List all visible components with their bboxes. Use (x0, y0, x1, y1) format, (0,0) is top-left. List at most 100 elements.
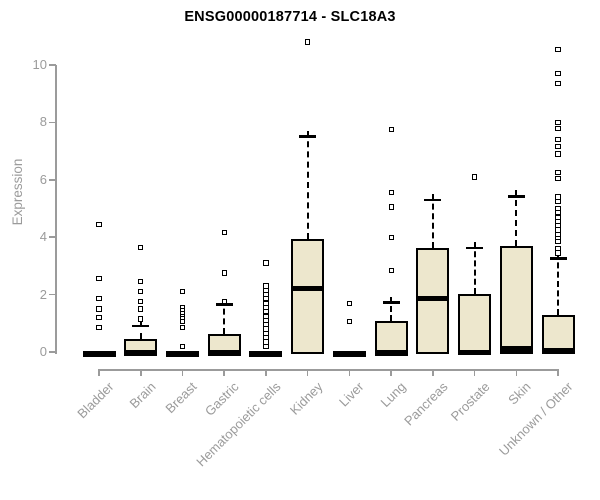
outlier-point-bladder (96, 296, 102, 302)
outlier-point-unknown-other (555, 137, 561, 143)
median-line-prostate (458, 349, 492, 356)
x-tick (515, 370, 518, 376)
y-axis-label: Expression (10, 158, 25, 226)
outlier-point-unknown-other (555, 46, 561, 52)
upper-whisker-gastric (223, 298, 226, 334)
outlier-point-brain (138, 244, 144, 250)
outlier-point-hematopoietic-cells (263, 343, 269, 349)
median-line-skin (499, 346, 533, 352)
outlier-point-unknown-other (555, 144, 561, 150)
outlier-point-unknown-other (555, 125, 561, 131)
outlier-point-brain (138, 289, 144, 295)
outlier-point-unknown-other (555, 170, 561, 176)
outlier-point-brain (138, 306, 144, 312)
x-tick (432, 370, 434, 376)
outlier-point-lung (388, 190, 394, 196)
x-tick (265, 370, 267, 376)
x-tick-label-unknown-other: Unknown / Other (496, 379, 576, 459)
x-tick (223, 370, 225, 376)
x-tick-label-lung: Lung (377, 379, 409, 411)
whisker-cap-gastric (215, 303, 233, 306)
outlier-point-bladder (96, 276, 102, 282)
outlier-point-lung (388, 204, 394, 210)
median-line-gastric (207, 350, 241, 356)
outlier-point-lung (388, 267, 394, 273)
box-kidney (291, 238, 325, 354)
x-tick (390, 370, 392, 376)
box-unknown-other (541, 315, 575, 354)
y-tick (48, 351, 56, 353)
y-tick-label: 2 (39, 286, 47, 302)
outlier-point-unknown-other (555, 238, 561, 245)
x-tick-label-skin: Skin (505, 379, 534, 408)
outlier-point-breast (179, 343, 186, 349)
outlier-point-bladder (96, 314, 102, 321)
median-line-liver (332, 351, 366, 357)
x-axis-line (98, 369, 560, 371)
outlier-point-bladder (96, 306, 102, 312)
y-tick (48, 121, 56, 124)
outlier-point-bladder (96, 221, 102, 227)
x-tick (181, 370, 184, 376)
outlier-point-brain (138, 279, 144, 285)
upper-whisker-unknown-other (557, 252, 560, 316)
x-tick-label-brain: Brain (126, 379, 159, 412)
x-tick (139, 370, 142, 376)
median-line-unknown-other (541, 348, 575, 354)
x-tick (557, 370, 559, 376)
whisker-cap-kidney (299, 135, 317, 139)
whisker-cap-brain (132, 324, 150, 328)
upper-whisker-pancreas (431, 193, 434, 249)
x-tick (306, 370, 309, 376)
outlier-point-breast (179, 319, 186, 325)
x-tick-label-breast: Breast (162, 379, 201, 417)
x-tick-label-gastric: Gastric (202, 379, 242, 419)
median-line-bladder (82, 351, 116, 357)
y-tick-label: 6 (39, 171, 47, 187)
outlier-point-bladder (96, 325, 102, 331)
outlier-point-brain (138, 316, 144, 322)
median-line-kidney (291, 285, 325, 292)
x-tick-label-bladder: Bladder (74, 379, 117, 422)
outlier-point-unknown-other (555, 81, 561, 87)
median-line-lung (374, 350, 408, 356)
chart-title: ENSG00000187714 - SLC18A3 (184, 9, 396, 25)
x-tick (473, 370, 476, 376)
outlier-point-unknown-other (555, 175, 561, 181)
whisker-cap-skin (507, 195, 525, 198)
upper-whisker-lung (390, 296, 393, 321)
upper-whisker-skin (515, 190, 518, 246)
y-tick (48, 293, 56, 296)
y-tick-label: 8 (39, 114, 47, 130)
outlier-point-prostate (471, 174, 478, 180)
y-tick (48, 179, 56, 181)
y-tick-label: 4 (39, 229, 47, 245)
upper-whisker-kidney (306, 130, 309, 239)
outlier-point-unknown-other (555, 71, 561, 77)
outlier-point-unknown-other (555, 198, 561, 204)
outlier-point-gastric (221, 230, 227, 236)
outlier-point-kidney (305, 39, 311, 45)
median-line-breast (165, 351, 199, 357)
y-tick (48, 236, 56, 238)
outlier-point-hematopoietic-cells (263, 260, 269, 266)
outlier-point-unknown-other (555, 151, 561, 157)
y-axis-line (55, 65, 57, 354)
x-tick-label-prostate: Prostate (447, 379, 493, 424)
median-line-pancreas (416, 295, 450, 302)
y-tick-label: 10 (32, 57, 47, 72)
outlier-point-gastric (221, 270, 227, 276)
median-line-brain (124, 350, 158, 357)
whisker-cap-lung (382, 301, 400, 304)
whisker-cap-pancreas (424, 198, 442, 202)
y-tick-label: 0 (39, 344, 47, 359)
box-skin (499, 245, 533, 354)
x-tick-label-pancreas: Pancreas (400, 379, 451, 429)
x-tick (98, 370, 100, 376)
x-tick-label-kidney: Kidney (286, 379, 326, 418)
outlier-point-breast (179, 289, 186, 295)
outlier-point-liver (346, 300, 352, 306)
box-lung (374, 321, 408, 354)
outlier-point-breast (179, 325, 186, 331)
